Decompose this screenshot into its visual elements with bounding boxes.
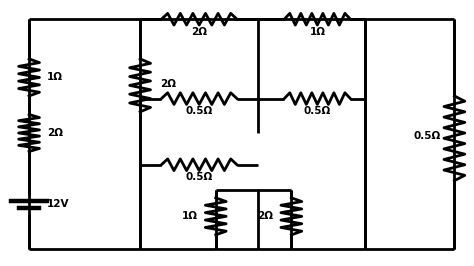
Text: 2Ω: 2Ω [257, 211, 273, 221]
Text: 12V: 12V [47, 200, 70, 209]
Text: 1Ω: 1Ω [47, 72, 63, 82]
Text: 2Ω: 2Ω [191, 27, 207, 37]
Text: 2Ω: 2Ω [160, 79, 176, 89]
Text: 0.5Ω: 0.5Ω [413, 131, 441, 141]
Text: 2Ω: 2Ω [47, 128, 63, 138]
Text: 0.5Ω: 0.5Ω [185, 172, 213, 182]
Text: 1Ω: 1Ω [310, 27, 325, 37]
Text: 0.5Ω: 0.5Ω [185, 106, 213, 116]
Text: 0.5Ω: 0.5Ω [304, 106, 331, 116]
Text: 1Ω: 1Ω [182, 211, 198, 221]
